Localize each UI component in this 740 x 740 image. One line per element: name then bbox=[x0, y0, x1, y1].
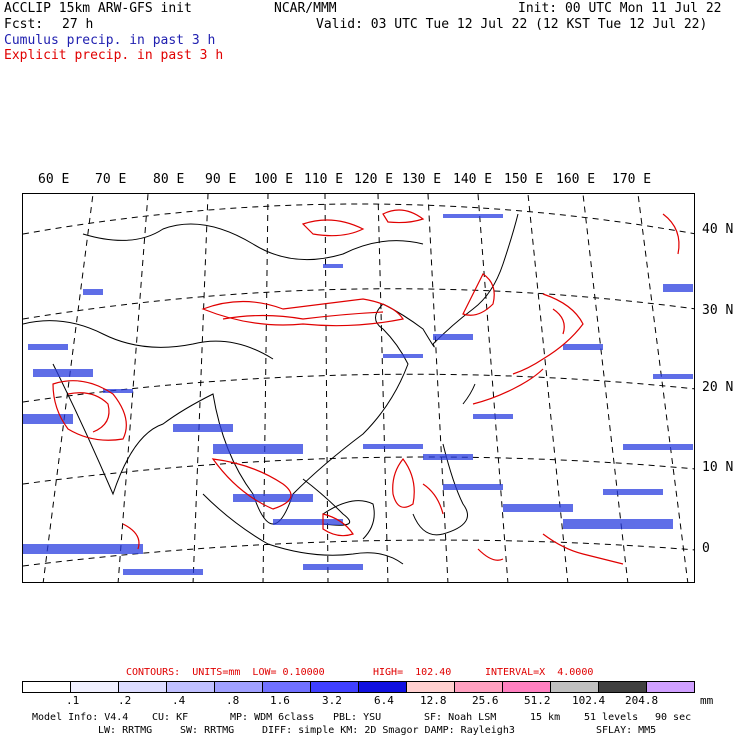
lon-label: 150 E bbox=[504, 172, 544, 187]
legend-swatch bbox=[23, 682, 71, 692]
lon-label: 80 E bbox=[153, 172, 185, 187]
lon-label: 140 E bbox=[453, 172, 493, 187]
legend-swatch bbox=[71, 682, 119, 692]
lon-label: 90 E bbox=[205, 172, 237, 187]
sflay-scheme: SFLAY: MM5 bbox=[596, 725, 657, 736]
legend-tick: 3.2 bbox=[322, 694, 342, 707]
legend-tick: .2 bbox=[118, 694, 132, 707]
legend-swatch bbox=[599, 682, 647, 692]
levels: 51 levels bbox=[584, 712, 639, 723]
legend-swatch bbox=[215, 682, 263, 692]
legend-swatch bbox=[407, 682, 455, 692]
legend-tick: 102.4 bbox=[572, 694, 606, 707]
coastlines bbox=[23, 213, 519, 565]
sf-scheme: SF: Noah LSM bbox=[424, 712, 497, 723]
lon-label: 60 E bbox=[38, 172, 70, 187]
explicit-legend: Explicit precip. in past 3 h bbox=[4, 48, 224, 63]
precip-map bbox=[22, 193, 695, 583]
cumulus-legend: Cumulus precip. in past 3 h bbox=[4, 33, 216, 48]
map-canvas bbox=[23, 194, 694, 582]
color-legend bbox=[22, 681, 695, 693]
legend-swatch bbox=[119, 682, 167, 692]
diff-scheme: DIFF: simple KM: 2D Smagor DAMP: Rayleig… bbox=[262, 725, 515, 736]
lat-label: 10 N bbox=[702, 460, 734, 475]
fcst-label: Fcst: bbox=[4, 17, 44, 32]
legend-swatch bbox=[503, 682, 551, 692]
contours-interval: INTERVAL=X 4.0000 bbox=[485, 667, 594, 678]
legend-swatch bbox=[455, 682, 503, 692]
timestep: 90 sec bbox=[655, 712, 692, 723]
lat-label: 40 N bbox=[702, 222, 734, 237]
legend-tick: .1 bbox=[66, 694, 80, 707]
lat-label: 30 N bbox=[702, 303, 734, 318]
resolution: 15 km bbox=[530, 712, 561, 723]
legend-swatch bbox=[551, 682, 599, 692]
title: ACCLIP 15km ARW-GFS init bbox=[4, 1, 192, 16]
cu-scheme: CU: KF bbox=[152, 712, 189, 723]
lat-label: 20 N bbox=[702, 380, 734, 395]
org-label: NCAR/MMM bbox=[274, 1, 337, 16]
legend-unit: mm bbox=[700, 694, 714, 707]
legend-tick: .8 bbox=[226, 694, 240, 707]
explicit-precip bbox=[52, 209, 680, 565]
valid-time: Valid: 03 UTC Tue 12 Jul 22 (12 KST Tue … bbox=[316, 17, 708, 32]
legend-swatch bbox=[359, 682, 407, 692]
lat-label: 0 bbox=[702, 541, 710, 556]
fcst-value: 27 h bbox=[62, 17, 94, 32]
legend-tick: 204.8 bbox=[625, 694, 659, 707]
pbl-scheme: PBL: YSU bbox=[333, 712, 382, 723]
legend-swatch bbox=[167, 682, 215, 692]
lon-label: 130 E bbox=[402, 172, 442, 187]
lon-label: 110 E bbox=[304, 172, 344, 187]
lon-label: 120 E bbox=[354, 172, 394, 187]
legend-tick: 25.6 bbox=[472, 694, 499, 707]
legend-tick: 1.6 bbox=[270, 694, 290, 707]
cumulus-precip bbox=[23, 214, 693, 575]
legend-swatch bbox=[647, 682, 694, 692]
init-time: Init: 00 UTC Mon 11 Jul 22 bbox=[518, 1, 722, 16]
legend-tick: .4 bbox=[172, 694, 186, 707]
legend-tick: 51.2 bbox=[524, 694, 551, 707]
legend-swatch bbox=[263, 682, 311, 692]
lon-label: 70 E bbox=[95, 172, 127, 187]
mp-scheme: MP: WDM 6class bbox=[230, 712, 315, 723]
lon-label: 170 E bbox=[612, 172, 652, 187]
model-info: Model Info: V4.4 bbox=[32, 712, 129, 723]
lon-label: 160 E bbox=[556, 172, 596, 187]
lw-scheme: LW: RRTMG bbox=[98, 725, 153, 736]
contours-high: HIGH= 102.40 bbox=[373, 667, 452, 678]
lon-label: 100 E bbox=[254, 172, 294, 187]
legend-swatch bbox=[311, 682, 359, 692]
legend-tick: 6.4 bbox=[374, 694, 394, 707]
legend-tick: 12.8 bbox=[420, 694, 447, 707]
sw-scheme: SW: RRTMG bbox=[180, 725, 235, 736]
contours-info: CONTOURS: UNITS=mm LOW= 0.10000 bbox=[126, 667, 325, 678]
